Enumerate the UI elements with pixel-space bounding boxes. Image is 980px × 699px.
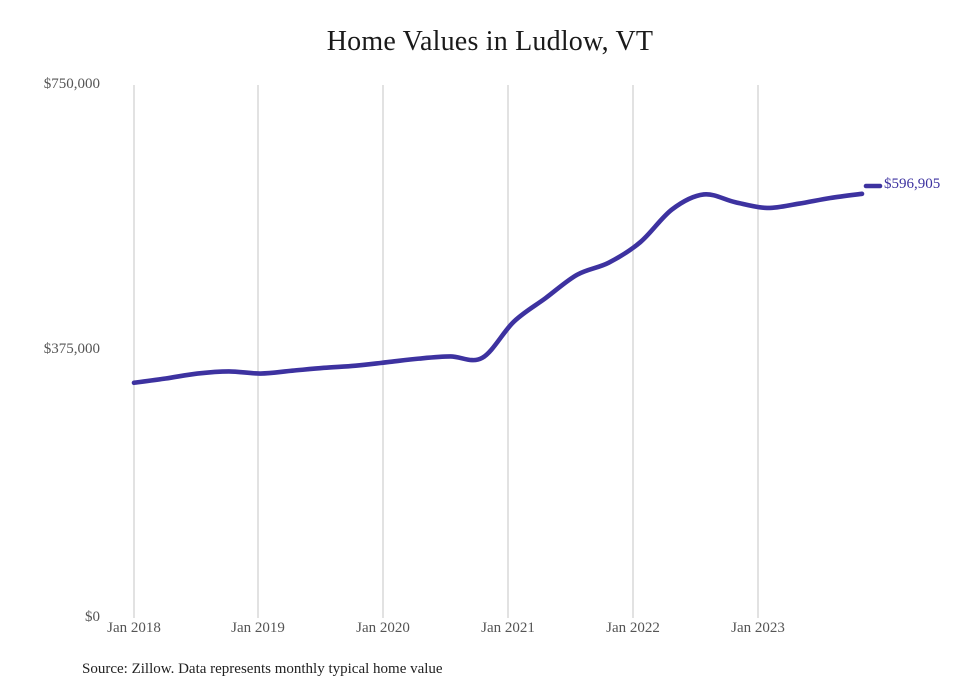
y-axis-tick-750000: $750,000 xyxy=(43,76,100,92)
x-axis-tick-jan-2023: Jan 2023 xyxy=(731,620,785,636)
end-value-label: $596,905 xyxy=(884,176,941,192)
y-axis-tick-375000: $375,000 xyxy=(43,341,100,357)
vertical-gridlines xyxy=(133,85,759,618)
x-axis-tick-jan-2018: Jan 2018 xyxy=(107,620,161,636)
source-note: Source: Zillow. Data represents monthly … xyxy=(82,661,443,677)
x-axis-tick-jan-2019: Jan 2019 xyxy=(231,620,285,636)
x-axis-tick-jan-2022: Jan 2022 xyxy=(606,620,660,636)
y-axis-tick-0: $0 xyxy=(85,609,100,625)
home-value-line xyxy=(131,191,865,386)
x-axis-tick-jan-2020: Jan 2020 xyxy=(356,620,410,636)
x-axis-tick-jan-2021: Jan 2021 xyxy=(481,620,535,636)
chart-title: Home Values in Ludlow, VT xyxy=(326,26,654,57)
